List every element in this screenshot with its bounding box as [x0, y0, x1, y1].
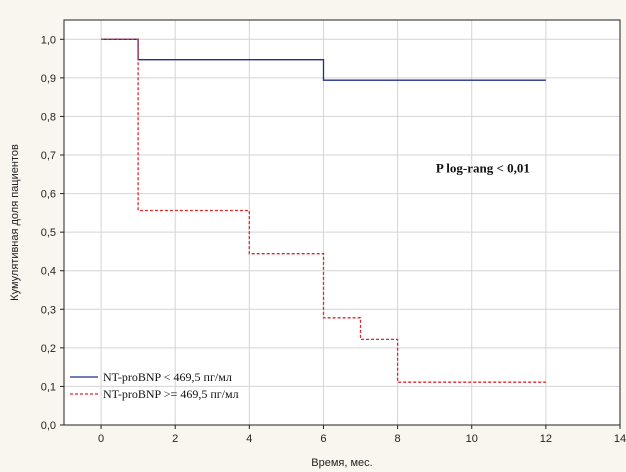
x-tick-label: 8 — [395, 433, 401, 445]
ticks: 0 2 4 6 8 10 12 14 0,0 0,1 0,2 0,3 0,4 0,5 0,6 0,7 0,8 0,… — [41, 34, 626, 445]
x-tick-label: 2 — [172, 433, 178, 445]
y-axis-label: Кумулятивная доля пациентов — [9, 144, 21, 301]
plot-frame — [63, 19, 621, 426]
series-group — [101, 38, 546, 383]
y-tick-label: 1,0 — [41, 34, 56, 46]
legend: NT-proBNP < 469,5 пг/мл NT-proBNP >= 469… — [70, 370, 239, 401]
x-axis-label: Время, мес. — [311, 457, 372, 469]
y-tick-label: 0,5 — [41, 227, 56, 239]
y-tick-label: 0,6 — [41, 189, 56, 201]
legend-label-series-2: NT-proBNP >= 469,5 пг/мл — [103, 387, 239, 401]
plot-area — [64, 20, 620, 425]
y-tick-label: 0,8 — [41, 111, 56, 123]
legend-label-series-1: NT-proBNP < 469,5 пг/мл — [103, 370, 232, 384]
y-tick-label: 0,4 — [41, 266, 56, 278]
y-tick-label: 0,3 — [41, 304, 56, 316]
y-tick-label: 0,2 — [41, 343, 56, 355]
x-tick-label: 12 — [540, 433, 552, 445]
x-tick-label: 4 — [246, 433, 252, 445]
x-tick-label: 14 — [614, 433, 626, 445]
x-tick-label: 0 — [98, 433, 104, 445]
x-tick-label: 6 — [320, 433, 326, 445]
annotation-p-value: P log-rang < 0,01 — [436, 160, 530, 175]
axes — [63, 19, 621, 426]
y-tick-label: 0,7 — [41, 150, 56, 162]
y-tick-label: 0,1 — [41, 381, 56, 393]
x-tick-label: 10 — [466, 433, 478, 445]
y-tick-label: 0,0 — [41, 420, 56, 432]
y-tick-label: 0,9 — [41, 73, 56, 85]
